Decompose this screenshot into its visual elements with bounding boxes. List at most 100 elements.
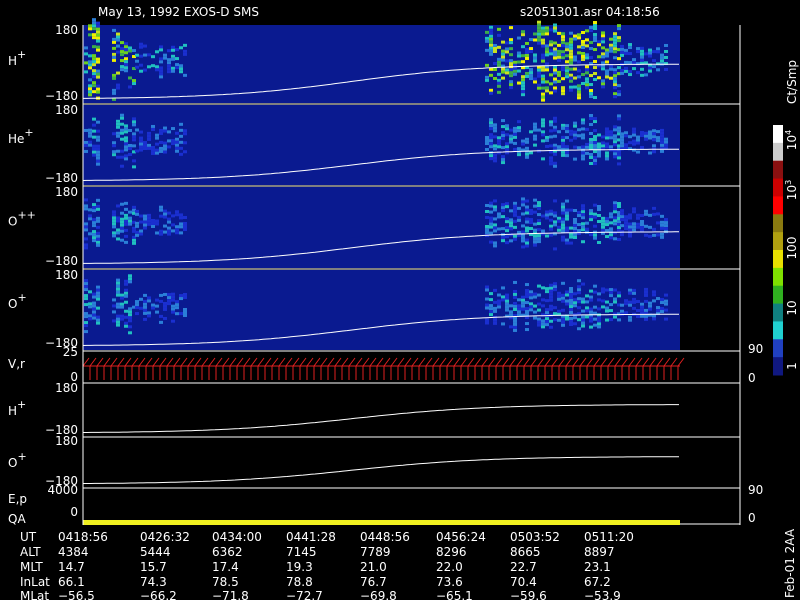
spectrogram-cell — [585, 227, 589, 231]
spectrogram-cell — [139, 306, 143, 310]
spectrogram-cell — [92, 57, 96, 61]
spectrogram-cell — [609, 303, 613, 307]
spectrogram-cell — [541, 322, 545, 326]
spectrogram-cell — [589, 140, 593, 144]
spectrogram-cell — [529, 71, 533, 75]
spectrogram-cell — [605, 220, 609, 224]
spectrogram-cell — [533, 137, 537, 141]
spectrogram-cell — [648, 63, 652, 67]
spectrogram-cell — [664, 293, 668, 297]
spectrogram-cell — [124, 321, 128, 325]
spectrogram-cell — [112, 153, 116, 157]
spectrogram-cell — [159, 69, 163, 73]
spectrogram-cell — [656, 221, 660, 225]
spectrogram-cell — [163, 126, 167, 130]
spectrogram-cell — [553, 77, 557, 81]
spectrogram-cell — [593, 212, 597, 216]
spectrogram-cell — [565, 199, 569, 203]
spectrogram-cell — [664, 224, 668, 228]
spectrogram-cell — [632, 148, 636, 152]
spectrogram-cell — [525, 146, 529, 150]
spectrogram-cell — [533, 304, 537, 308]
table-cell: −72.7 — [286, 589, 323, 600]
spectrogram-cell — [485, 136, 489, 140]
spectrogram-cell — [549, 212, 553, 216]
spectrogram-cell — [541, 74, 545, 78]
spectrogram-cell — [589, 29, 593, 33]
spectrogram-cell — [613, 35, 617, 39]
spectrogram-cell — [585, 29, 589, 33]
spectrogram-cell — [561, 238, 565, 242]
spectrogram-cell — [549, 283, 553, 287]
spectrogram-cell — [513, 237, 517, 241]
spectrogram-cell — [517, 129, 521, 133]
spectrogram-cell — [640, 226, 644, 230]
spectrogram-cell — [533, 234, 537, 238]
spectrogram-cell — [513, 141, 517, 145]
vr-tick — [341, 357, 349, 380]
spectrogram-cell — [617, 117, 621, 121]
spectrogram-cell — [505, 68, 509, 72]
spectrogram-cell — [501, 298, 505, 302]
spectrogram-cell — [171, 127, 175, 131]
spectrogram-cell — [120, 122, 124, 126]
spectrogram-cell — [147, 53, 151, 57]
vr-tick — [404, 357, 412, 380]
spectrogram-cell — [517, 206, 521, 210]
spectrogram-cell — [509, 227, 513, 231]
spectrogram-cell — [124, 139, 128, 143]
spectrogram-cell — [143, 299, 147, 303]
spectrogram-cell — [159, 314, 163, 318]
spectrogram-cell — [561, 141, 565, 145]
spectrogram-cell — [493, 49, 497, 53]
spectrogram-cell — [573, 130, 577, 134]
vr-tick — [117, 357, 125, 380]
spectrogram-cell — [497, 81, 501, 85]
spectrogram-cell — [569, 37, 573, 41]
spectrogram-cell — [139, 63, 143, 67]
spectrogram-cell — [497, 72, 501, 76]
spectrogram-cell — [593, 39, 597, 43]
spectrogram-cell — [517, 51, 521, 55]
spectrogram-cell — [521, 239, 525, 243]
spectrogram-cell — [541, 38, 545, 42]
spectrogram-cell — [541, 121, 545, 125]
spectrogram-cell — [132, 82, 136, 86]
spectrogram-cell — [489, 91, 493, 95]
spectrogram-cell — [585, 71, 589, 75]
spectrogram-cell — [617, 156, 621, 160]
spectrogram-cell — [593, 290, 597, 294]
spectrogram-cell — [509, 140, 513, 144]
table-cell: 8296 — [436, 545, 467, 559]
spectrogram-cell — [589, 143, 593, 147]
spectrogram-cell — [124, 294, 128, 298]
vr-tick — [159, 357, 167, 380]
spectrogram-cell — [489, 210, 493, 214]
spectrogram-cell — [617, 229, 621, 233]
spectrogram-cell — [656, 309, 660, 313]
spectrogram-cell — [553, 119, 557, 123]
tick-label: −180 — [45, 89, 78, 103]
spectrogram-cell — [96, 129, 100, 133]
spectrogram-cell — [632, 207, 636, 211]
spectrogram-cell — [163, 230, 167, 234]
panel-label: H+ — [8, 398, 26, 418]
spectrogram-cell — [593, 117, 597, 121]
spectrogram-cell — [521, 307, 525, 311]
spectrogram-cell — [517, 230, 521, 234]
spectrogram-cell — [617, 126, 621, 130]
spectrogram-cell — [644, 134, 648, 138]
spectrogram-cell — [585, 145, 589, 149]
spectrogram-cell — [96, 21, 100, 25]
spectrogram-cell — [525, 313, 529, 317]
spectrogram-cell — [561, 138, 565, 142]
spectrogram-cell — [509, 304, 513, 308]
spectrogram-cell — [537, 71, 541, 75]
spectrogram-cell — [636, 150, 640, 154]
spectrogram-cell — [569, 43, 573, 47]
spectrogram-cell — [128, 85, 132, 89]
spectrogram-cell — [96, 162, 100, 166]
spectrogram-cell — [116, 50, 120, 54]
spectrogram-cell — [549, 307, 553, 311]
spectrogram-cell — [513, 313, 517, 317]
